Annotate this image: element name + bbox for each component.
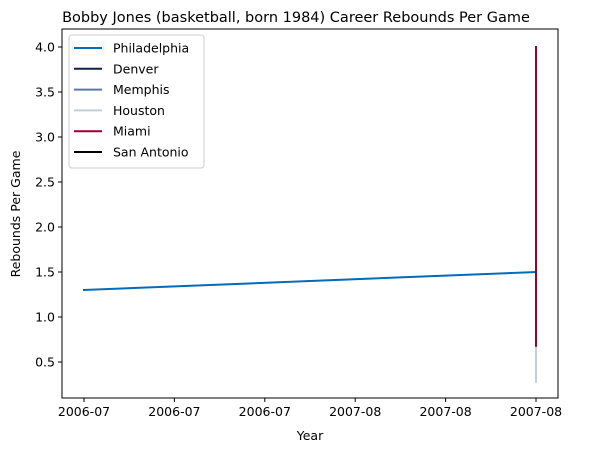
plot-lines xyxy=(82,46,538,383)
y-tick-label: 4.0 xyxy=(35,40,55,55)
legend-label: Miami xyxy=(113,124,151,139)
y-tick-label: 2.5 xyxy=(35,175,55,190)
chart-title: Bobby Jones (basketball, born 1984) Care… xyxy=(62,10,530,26)
x-axis-label: Year xyxy=(296,428,324,443)
y-axis: 0.5 1.0 1.5 2.0 2.5 3.0 3.5 4.0 xyxy=(35,40,62,370)
legend-box xyxy=(68,34,205,169)
y-tick-label: 0.5 xyxy=(35,355,55,370)
y-tick-label: 1.0 xyxy=(35,310,55,325)
x-tick-label: 2007-08 xyxy=(329,404,381,419)
x-tick-label: 2007-08 xyxy=(419,404,471,419)
legend-label: San Antonio xyxy=(113,145,189,160)
legend-label: Houston xyxy=(113,103,165,118)
y-tick-label: 2.0 xyxy=(35,220,55,235)
x-tick-label: 2007-08 xyxy=(510,404,562,419)
x-tick-label: 2006-07 xyxy=(148,404,200,419)
legend-label: Denver xyxy=(113,61,159,76)
x-tick-label: 2006-07 xyxy=(239,404,291,419)
series-line-philadelphia xyxy=(82,270,538,292)
x-tick-label: 2006-07 xyxy=(58,404,110,419)
y-tick-label: 3.0 xyxy=(35,130,55,145)
y-tick-label: 1.5 xyxy=(35,265,55,280)
plot-frame xyxy=(61,28,559,399)
legend-label: Memphis xyxy=(113,82,170,97)
x-axis: 2006-07 2006-07 2006-07 2007-08 2007-08 2007-… xyxy=(58,398,562,419)
y-axis-label: Rebounds Per Game xyxy=(8,150,23,277)
legend-label: Philadelphia xyxy=(113,41,189,56)
legend: Philadelphia Denver Memphis Houston Miami San… xyxy=(68,34,205,169)
y-tick-label: 3.5 xyxy=(35,85,55,100)
